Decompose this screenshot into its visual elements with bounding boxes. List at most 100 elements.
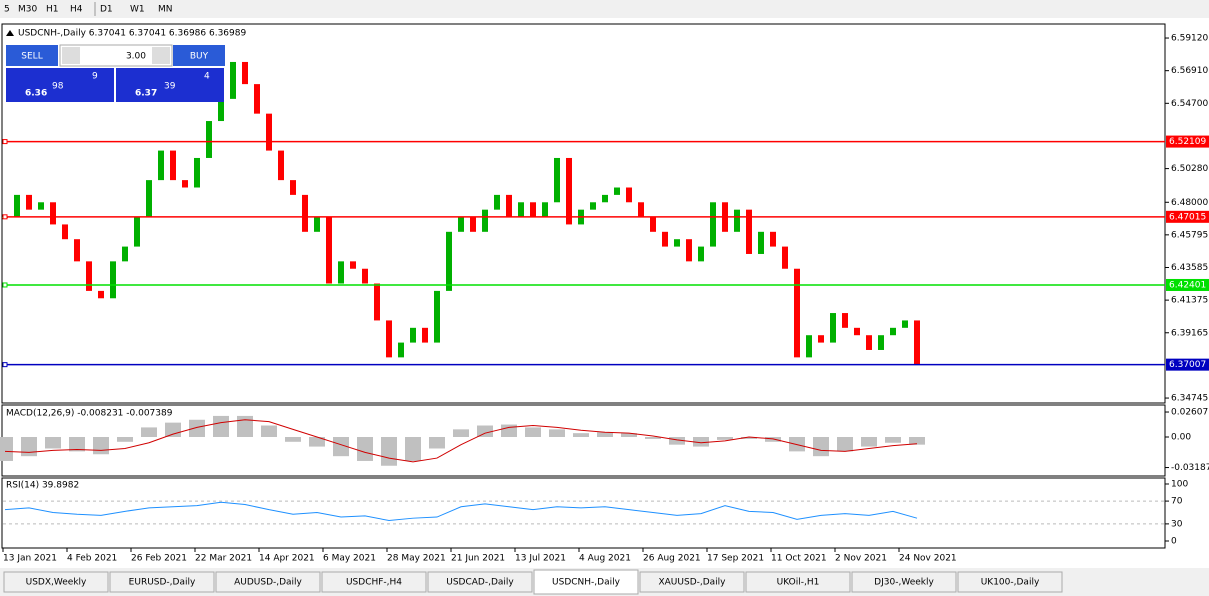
y-tick-label: 6.45795	[1171, 230, 1208, 240]
toolbar-button[interactable]: MN	[158, 5, 173, 15]
vol-up[interactable]	[152, 47, 170, 64]
x-tick-label: 21 Jun 2021	[451, 554, 505, 564]
candle	[302, 194, 308, 232]
macd-bar	[117, 437, 133, 442]
tab[interactable]	[745, 571, 851, 593]
level-tag	[1166, 210, 1209, 223]
macd-bar	[861, 437, 877, 447]
candle	[746, 209, 752, 254]
level-handle[interactable]	[2, 139, 8, 145]
tab[interactable]	[3, 571, 109, 593]
macd-bar	[93, 437, 109, 455]
candle	[830, 313, 836, 343]
tab[interactable]	[639, 571, 745, 593]
candle	[230, 61, 236, 99]
macd-bar	[333, 437, 349, 457]
candle	[314, 217, 320, 232]
candle	[518, 202, 524, 218]
candle	[482, 209, 488, 232]
candle	[38, 202, 44, 210]
candle	[218, 98, 224, 122]
tab-label: AUDUSD-,Daily	[234, 578, 302, 588]
y-tick-label: 0.02607	[1171, 408, 1208, 418]
candle	[146, 180, 152, 218]
tab[interactable]	[851, 571, 957, 593]
candle	[878, 335, 884, 350]
x-tick-label: 2 Nov 2021	[835, 554, 887, 564]
candle	[182, 180, 188, 188]
y-tick-label: 70	[1171, 497, 1183, 507]
candle	[470, 217, 476, 232]
price-big: 6.37	[135, 89, 157, 99]
tab-label: EURUSD-,Daily	[129, 578, 196, 588]
y-tick-label: -0.031872	[1171, 463, 1209, 473]
macd-bar	[189, 419, 205, 438]
macd-bar	[453, 429, 469, 438]
candle	[410, 327, 416, 343]
toolbar-button[interactable]: M30	[18, 5, 37, 15]
candle	[254, 84, 260, 114]
toolbar-button[interactable]: 5	[4, 5, 10, 15]
volume-input[interactable]	[59, 44, 173, 67]
x-tick-label: 22 Mar 2021	[195, 554, 252, 564]
candle	[542, 202, 548, 218]
tab[interactable]	[427, 571, 533, 593]
tab-label: DJ30-,Weekly	[874, 578, 934, 588]
level-label: 6.52109	[1169, 137, 1206, 147]
tab[interactable]	[215, 571, 321, 593]
toolbar-button[interactable]: H4	[70, 5, 83, 15]
x-tick-label: 26 Aug 2021	[643, 554, 701, 564]
macd-bar	[357, 437, 373, 461]
candle	[494, 194, 500, 210]
candle	[338, 261, 344, 284]
candle	[698, 246, 704, 262]
tab-label: USDCAD-,Daily	[446, 578, 514, 588]
candle	[758, 231, 764, 254]
rsi-label: RSI(14) 39.8982	[6, 481, 79, 491]
macd-bar	[741, 437, 757, 439]
candle	[806, 335, 812, 358]
label-arrow	[6, 30, 14, 36]
toolbar-button[interactable]: D1	[100, 5, 113, 15]
y-tick-label: 6.48000	[1171, 198, 1208, 208]
x-tick-label: 4 Aug 2021	[579, 554, 631, 564]
toolbar-button[interactable]: H1	[46, 5, 59, 15]
tab[interactable]	[533, 569, 639, 595]
tab[interactable]	[957, 571, 1063, 593]
tab[interactable]	[109, 571, 215, 593]
macd-bar	[597, 432, 613, 438]
candle	[194, 157, 200, 188]
price-mid: 39	[164, 82, 176, 92]
tab-label: XAUUSD-,Daily	[658, 578, 726, 588]
macd-bar	[501, 424, 517, 438]
candle	[278, 150, 284, 181]
candle	[710, 202, 716, 247]
candle	[158, 150, 164, 181]
candle	[914, 320, 920, 365]
level-handle[interactable]	[2, 214, 8, 220]
macd-bar	[477, 425, 493, 438]
candle	[866, 335, 872, 350]
level-handle[interactable]	[2, 362, 8, 368]
x-tick-label: 17 Sep 2021	[707, 554, 764, 564]
candle	[566, 157, 572, 225]
candle	[686, 239, 692, 262]
tab-label: USDX,Weekly	[26, 578, 87, 588]
candle	[890, 327, 896, 336]
trade-button[interactable]	[173, 45, 225, 66]
candle	[350, 261, 356, 269]
chart-label: USDCNH-,Daily 6.37041 6.37041 6.36986 6.…	[18, 29, 246, 39]
macd-bar	[0, 437, 13, 461]
x-tick-label: 6 May 2021	[323, 554, 376, 564]
candle	[110, 261, 116, 299]
toolbar-button[interactable]: W1	[130, 5, 145, 15]
level-handle[interactable]	[2, 282, 8, 288]
macd-bar	[237, 415, 253, 438]
tab[interactable]	[321, 571, 427, 593]
vol-down[interactable]	[62, 47, 80, 64]
macd-bar	[525, 427, 541, 438]
trade-button[interactable]	[6, 45, 58, 66]
y-tick-label: 6.59120	[1171, 34, 1208, 44]
x-tick-label: 13 Jul 2021	[515, 554, 566, 564]
macd-bar	[285, 437, 301, 442]
